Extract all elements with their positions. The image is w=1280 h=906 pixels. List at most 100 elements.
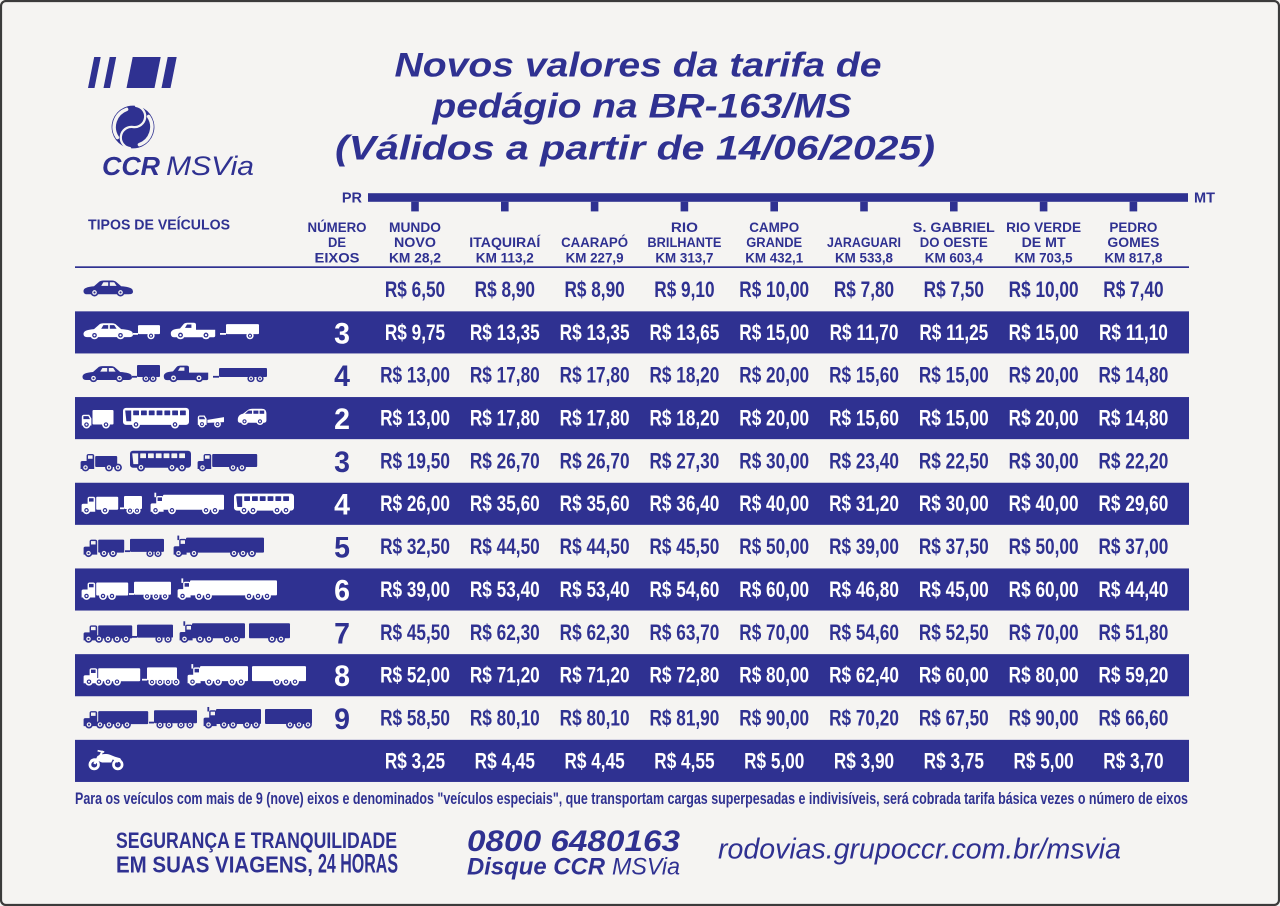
svg-text:R$ 30,00: R$ 30,00 [1009, 450, 1079, 474]
svg-text:MT: MT [1194, 191, 1215, 207]
svg-text:R$ 66,60: R$ 66,60 [1098, 707, 1168, 731]
svg-text:R$ 5,00: R$ 5,00 [744, 749, 804, 773]
svg-text:R$ 30,00: R$ 30,00 [739, 450, 809, 474]
svg-text:R$ 39,00: R$ 39,00 [829, 535, 899, 559]
svg-text:R$ 90,00: R$ 90,00 [1009, 707, 1079, 731]
svg-text:R$ 54,60: R$ 54,60 [829, 621, 899, 645]
svg-text:R$ 70,00: R$ 70,00 [739, 621, 809, 645]
svg-text:R$ 40,00: R$ 40,00 [1009, 492, 1079, 516]
svg-text:R$ 15,60: R$ 15,60 [829, 407, 899, 431]
svg-text:R$ 52,50: R$ 52,50 [919, 621, 989, 645]
svg-text:3: 3 [334, 318, 350, 351]
svg-text:R$ 3,90: R$ 3,90 [834, 749, 894, 773]
svg-text:R$ 4,55: R$ 4,55 [654, 749, 714, 773]
svg-text:PEDRO: PEDRO [1109, 220, 1157, 235]
svg-text:Novos valores da tarifa de: Novos valores da tarifa de [395, 47, 882, 85]
svg-text:CAARAPÓ: CAARAPÓ [561, 235, 628, 250]
svg-text:DE: DE [328, 235, 346, 250]
svg-text:KM 113,2: KM 113,2 [476, 251, 534, 266]
svg-text:2: 2 [334, 403, 350, 436]
svg-text:R$ 4,45: R$ 4,45 [475, 749, 535, 773]
svg-text:9: 9 [334, 703, 350, 736]
svg-text:R$ 26,70: R$ 26,70 [560, 450, 630, 474]
svg-text:R$ 3,25: R$ 3,25 [385, 749, 445, 773]
svg-text:DE MT: DE MT [1022, 235, 1067, 250]
svg-text:R$ 8,90: R$ 8,90 [475, 278, 535, 302]
svg-text:4: 4 [334, 489, 351, 522]
svg-text:R$ 15,00: R$ 15,00 [1009, 321, 1079, 345]
svg-text:R$ 72,80: R$ 72,80 [649, 664, 719, 688]
svg-text:R$ 62,40: R$ 62,40 [829, 664, 899, 688]
svg-text:R$ 9,10: R$ 9,10 [654, 278, 714, 302]
svg-text:MUNDO: MUNDO [389, 220, 441, 235]
svg-text:rodovias.grupoccr.com.br/msvia: rodovias.grupoccr.com.br/msvia [718, 834, 1121, 866]
svg-text:R$ 52,00: R$ 52,00 [380, 664, 450, 688]
svg-text:GOMES: GOMES [1107, 235, 1159, 250]
svg-text:R$ 13,35: R$ 13,35 [470, 321, 540, 345]
svg-text:CAMPO: CAMPO [749, 220, 799, 235]
svg-text:R$ 29,60: R$ 29,60 [1098, 492, 1168, 516]
svg-text:JARAGUARI: JARAGUARI [827, 235, 901, 250]
svg-text:DO OESTE: DO OESTE [920, 235, 988, 250]
svg-text:R$ 23,40: R$ 23,40 [829, 450, 899, 474]
svg-text:PR: PR [342, 191, 363, 207]
svg-text:R$ 10,00: R$ 10,00 [739, 278, 809, 302]
svg-text:R$ 70,20: R$ 70,20 [829, 707, 899, 731]
svg-text:R$ 51,80: R$ 51,80 [1098, 621, 1168, 645]
svg-text:R$ 67,50: R$ 67,50 [919, 707, 989, 731]
svg-text:R$ 18,20: R$ 18,20 [649, 407, 719, 431]
svg-text:R$ 13,35: R$ 13,35 [560, 321, 630, 345]
svg-text:EIXOS: EIXOS [315, 251, 360, 266]
svg-text:R$ 22,20: R$ 22,20 [1098, 450, 1168, 474]
svg-text:KM 313,7: KM 313,7 [655, 251, 713, 266]
svg-text:R$ 54,60: R$ 54,60 [649, 578, 719, 602]
svg-text:R$ 44,50: R$ 44,50 [470, 535, 540, 559]
svg-text:R$ 17,80: R$ 17,80 [560, 364, 630, 388]
svg-text:R$ 53,40: R$ 53,40 [470, 578, 540, 602]
svg-text:R$ 60,00: R$ 60,00 [739, 578, 809, 602]
svg-text:R$ 13,65: R$ 13,65 [649, 321, 719, 345]
svg-text:R$ 37,00: R$ 37,00 [1098, 535, 1168, 559]
svg-text:R$ 5,00: R$ 5,00 [1013, 749, 1073, 773]
svg-text:RIO VERDE: RIO VERDE [1006, 220, 1081, 235]
svg-text:KM 227,9: KM 227,9 [566, 251, 624, 266]
svg-text:R$ 37,50: R$ 37,50 [919, 535, 989, 559]
svg-text:R$ 62,30: R$ 62,30 [470, 621, 540, 645]
svg-text:R$ 60,00: R$ 60,00 [919, 664, 989, 688]
svg-text:pedágio na BR-163/MS: pedágio na BR-163/MS [431, 88, 851, 126]
svg-text:R$ 53,40: R$ 53,40 [560, 578, 630, 602]
svg-text:7: 7 [334, 618, 350, 651]
svg-text:R$ 7,50: R$ 7,50 [924, 278, 984, 302]
svg-text:R$ 50,00: R$ 50,00 [1009, 535, 1079, 559]
svg-text:NÚMERO: NÚMERO [308, 220, 367, 235]
svg-text:R$ 45,50: R$ 45,50 [380, 621, 450, 645]
svg-text:R$ 50,00: R$ 50,00 [739, 535, 809, 559]
svg-text:BRILHANTE: BRILHANTE [647, 235, 721, 250]
svg-text:R$ 59,20: R$ 59,20 [1098, 664, 1168, 688]
svg-text:R$ 32,50: R$ 32,50 [380, 535, 450, 559]
svg-text:R$ 8,90: R$ 8,90 [564, 278, 624, 302]
svg-text:R$ 14,80: R$ 14,80 [1098, 407, 1168, 431]
svg-text:R$ 58,50: R$ 58,50 [380, 707, 450, 731]
svg-text:8: 8 [334, 660, 350, 693]
svg-text:R$ 7,80: R$ 7,80 [834, 278, 894, 302]
svg-text:R$ 35,60: R$ 35,60 [470, 492, 540, 516]
svg-text:R$ 63,70: R$ 63,70 [649, 621, 719, 645]
svg-text:R$ 13,00: R$ 13,00 [380, 364, 450, 388]
svg-text:Para os veículos com mais de 9: Para os veículos com mais de 9 (nove) ei… [75, 790, 1188, 808]
svg-text:R$ 17,80: R$ 17,80 [470, 364, 540, 388]
svg-text:R$ 14,80: R$ 14,80 [1098, 364, 1168, 388]
svg-text:4: 4 [334, 361, 351, 394]
svg-text:R$ 4,45: R$ 4,45 [564, 749, 624, 773]
svg-text:R$ 27,30: R$ 27,30 [649, 450, 719, 474]
svg-text:R$ 20,00: R$ 20,00 [739, 407, 809, 431]
svg-text:R$ 26,00: R$ 26,00 [380, 492, 450, 516]
svg-text:R$ 62,30: R$ 62,30 [560, 621, 630, 645]
svg-text:R$ 80,00: R$ 80,00 [1009, 664, 1079, 688]
svg-text:R$ 19,50: R$ 19,50 [380, 450, 450, 474]
svg-text:R$ 31,20: R$ 31,20 [829, 492, 899, 516]
svg-text:R$ 60,00: R$ 60,00 [1009, 578, 1079, 602]
svg-text:R$ 70,00: R$ 70,00 [1009, 621, 1079, 645]
svg-text:R$ 36,40: R$ 36,40 [649, 492, 719, 516]
svg-text:R$ 17,80: R$ 17,80 [560, 407, 630, 431]
